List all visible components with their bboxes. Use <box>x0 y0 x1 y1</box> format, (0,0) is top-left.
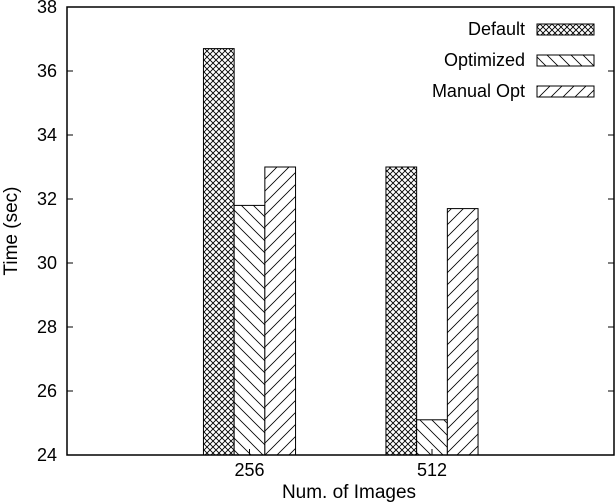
y-tick-label: 34 <box>37 125 57 145</box>
x-tick-label: 256 <box>234 460 264 480</box>
y-axis: 24 26 28 30 32 34 36 38 <box>37 0 614 465</box>
y-tick-label: 30 <box>37 253 57 273</box>
plot-area <box>202 48 479 456</box>
y-tick-label: 26 <box>37 381 57 401</box>
plot-frame <box>66 6 615 456</box>
x-axis-title: Num. of Images <box>282 482 416 503</box>
legend-swatch-optimized <box>536 54 595 67</box>
bar-default-256 <box>202 48 235 456</box>
legend-label: Optimized <box>444 50 525 70</box>
x-axis: 256 512 <box>234 449 447 480</box>
y-tick-label: 24 <box>37 445 57 465</box>
legend-label: Manual Opt <box>432 81 525 101</box>
y-tick-label: 36 <box>37 61 57 81</box>
legend-label: Default <box>468 19 525 39</box>
bar-manual-opt-512 <box>446 208 479 456</box>
x-tick-label: 512 <box>417 460 447 480</box>
bar-manual-opt-256 <box>264 166 297 456</box>
y-axis-title: Time (sec) <box>1 186 22 275</box>
legend: Default Optimized Manual Opt <box>432 19 595 101</box>
y-tick-label: 32 <box>37 189 57 209</box>
y-tick-label: 28 <box>37 317 57 337</box>
y-tick-label: 38 <box>37 0 57 17</box>
legend-swatch-default <box>536 23 595 36</box>
legend-swatch-manual-opt <box>536 85 595 98</box>
bar-optimized-256 <box>233 204 266 456</box>
bar-default-512 <box>385 166 418 456</box>
